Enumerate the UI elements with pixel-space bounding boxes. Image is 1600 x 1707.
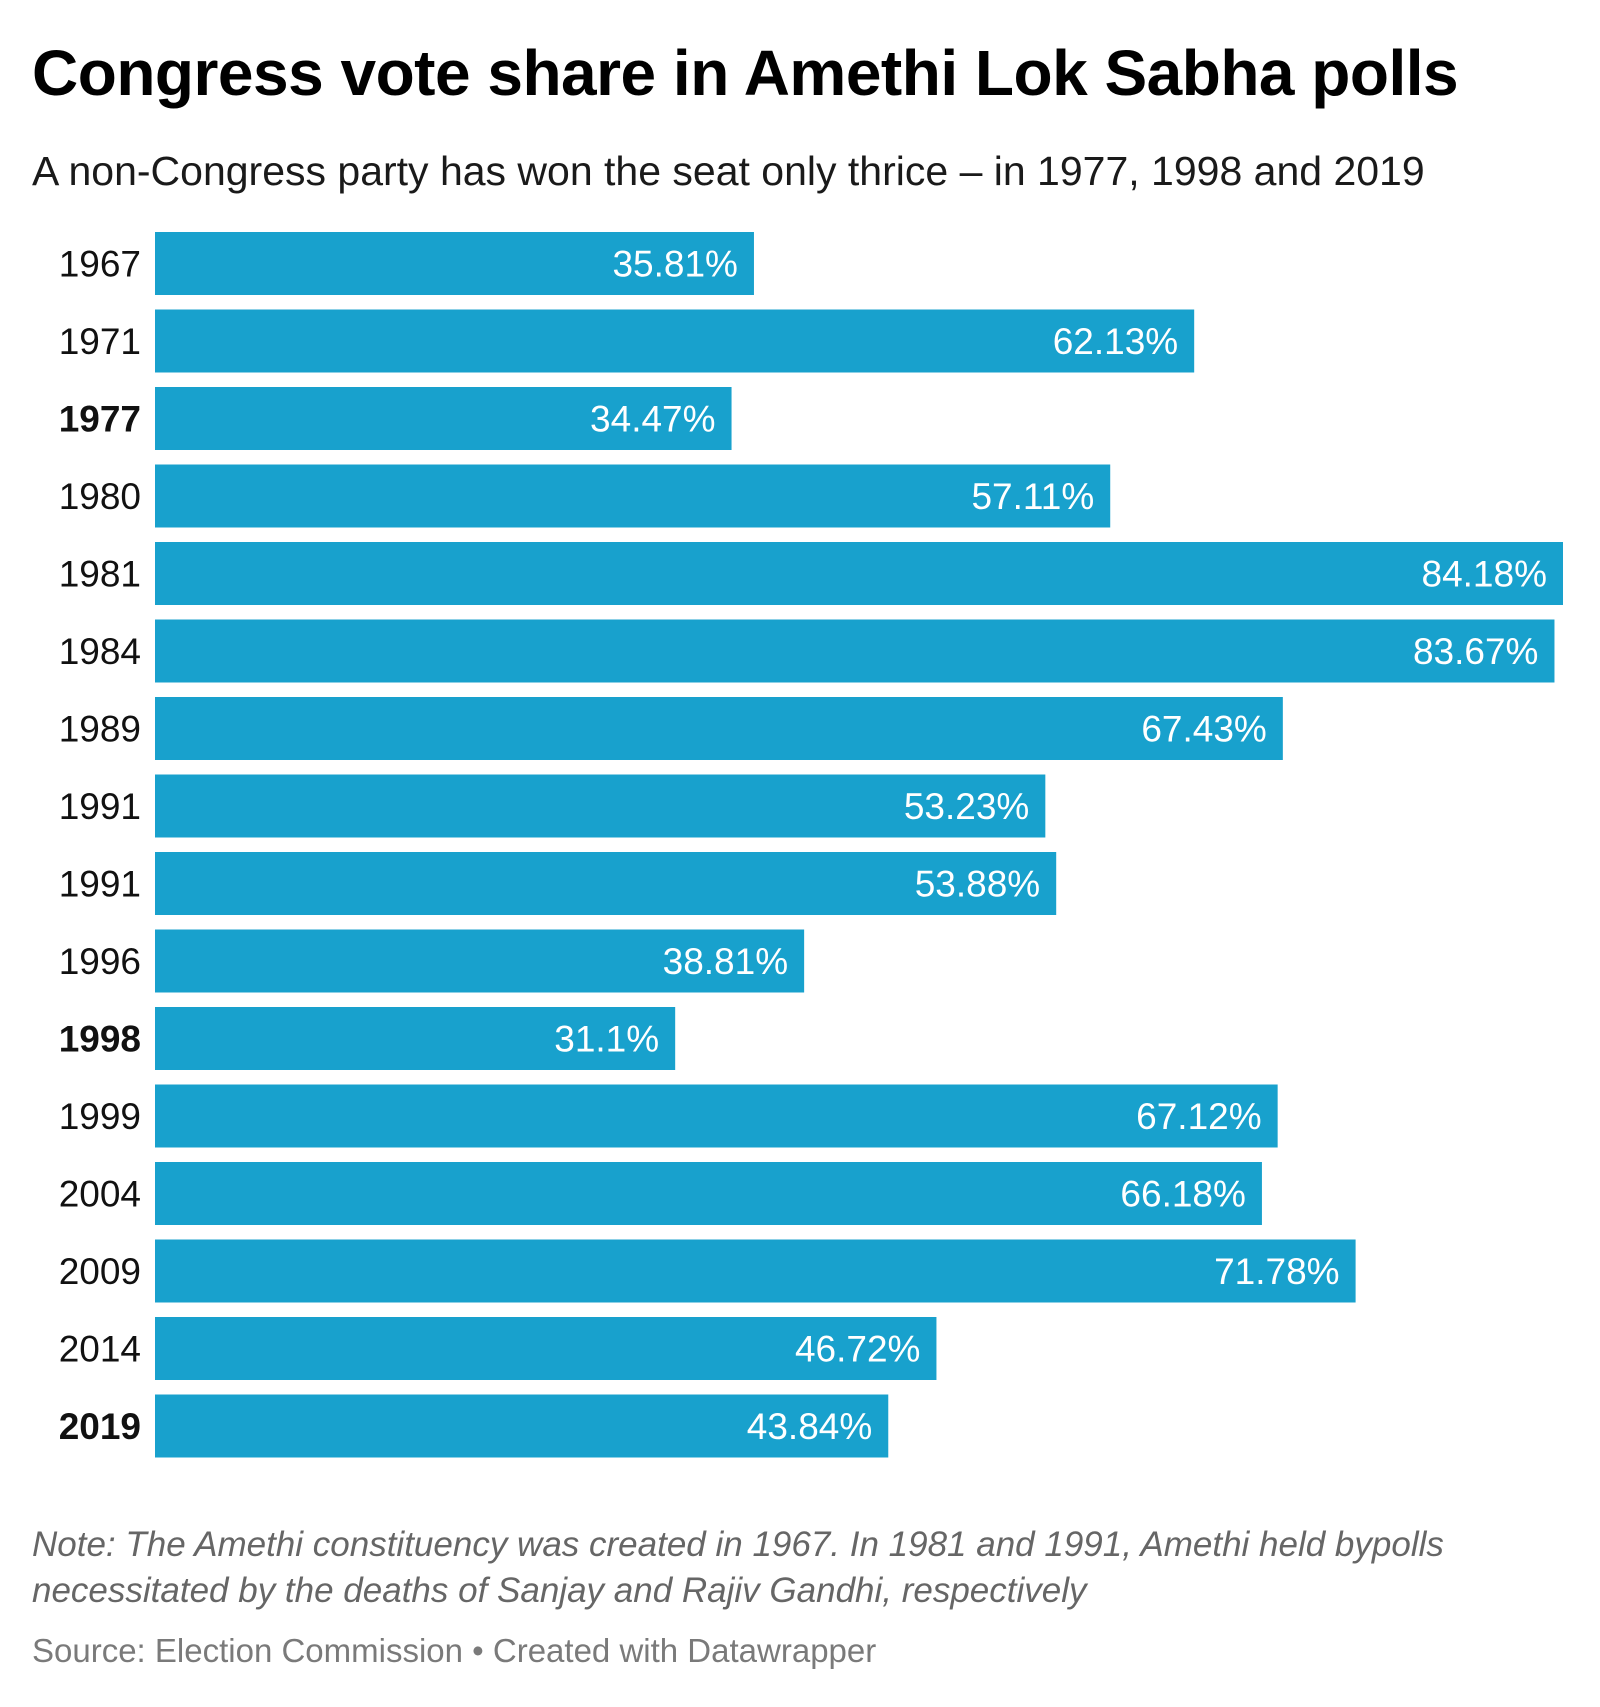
bar-1977-2 <box>155 387 732 450</box>
bar-1971-1 <box>155 309 1195 373</box>
value-label: 67.12% <box>1136 1096 1262 1137</box>
chart-title: Congress vote share in Amethi Lok Sabha … <box>32 37 1459 109</box>
category-label: 2019 <box>59 1406 141 1447</box>
category-label: 1996 <box>59 941 141 982</box>
category-label: 1984 <box>59 631 141 672</box>
category-label: 1977 <box>59 399 141 440</box>
category-label: 1980 <box>59 476 141 517</box>
bar-1999-11 <box>155 1084 1278 1148</box>
value-label: 31.1% <box>554 1019 659 1060</box>
category-label: 1999 <box>59 1096 141 1137</box>
bar-1996-9 <box>155 929 805 993</box>
value-label: 62.13% <box>1053 321 1179 362</box>
value-label: 83.67% <box>1413 631 1539 672</box>
chart-note: Note: The Amethi constituency was create… <box>32 1525 1444 1610</box>
bar-1980-3 <box>155 464 1111 528</box>
chart-source: Source: Election Commission • Created wi… <box>32 1632 877 1669</box>
value-label: 43.84% <box>747 1406 873 1447</box>
chart-subtitle: A non-Congress party has won the seat on… <box>32 148 1425 194</box>
bar-1991-7 <box>155 774 1046 838</box>
value-label: 46.72% <box>795 1329 921 1370</box>
category-label: 1981 <box>59 554 141 595</box>
bar-1998-10 <box>155 1007 676 1070</box>
category-label: 2004 <box>59 1174 141 1215</box>
bar-1981-4 <box>155 542 1563 605</box>
value-label: 84.18% <box>1422 554 1548 595</box>
category-label: 1989 <box>59 709 141 750</box>
category-label: 1967 <box>59 244 141 285</box>
bar-2004-12 <box>155 1162 1262 1225</box>
value-label: 66.18% <box>1120 1174 1246 1215</box>
value-label: 34.47% <box>590 399 716 440</box>
value-label: 67.43% <box>1141 709 1267 750</box>
value-label: 53.88% <box>915 864 1041 905</box>
category-label: 1971 <box>59 321 141 362</box>
bar-2014-14 <box>155 1317 937 1380</box>
category-label: 1991 <box>59 786 141 827</box>
category-label: 2009 <box>59 1251 141 1292</box>
bar-1984-5 <box>155 619 1555 683</box>
category-label: 2014 <box>59 1329 141 1370</box>
category-label: 1998 <box>59 1019 141 1060</box>
value-label: 57.11% <box>971 476 1094 517</box>
value-label: 35.81% <box>612 244 738 285</box>
bar-1989-6 <box>155 697 1283 760</box>
bar-2009-13 <box>155 1239 1356 1303</box>
bar-2019-15 <box>155 1394 889 1458</box>
value-label: 38.81% <box>663 941 789 982</box>
value-label: 71.78% <box>1214 1251 1340 1292</box>
category-label: 1991 <box>59 864 141 905</box>
bar-1991-8 <box>155 852 1057 915</box>
value-label: 53.23% <box>904 786 1030 827</box>
bar-1967-0 <box>155 232 754 295</box>
